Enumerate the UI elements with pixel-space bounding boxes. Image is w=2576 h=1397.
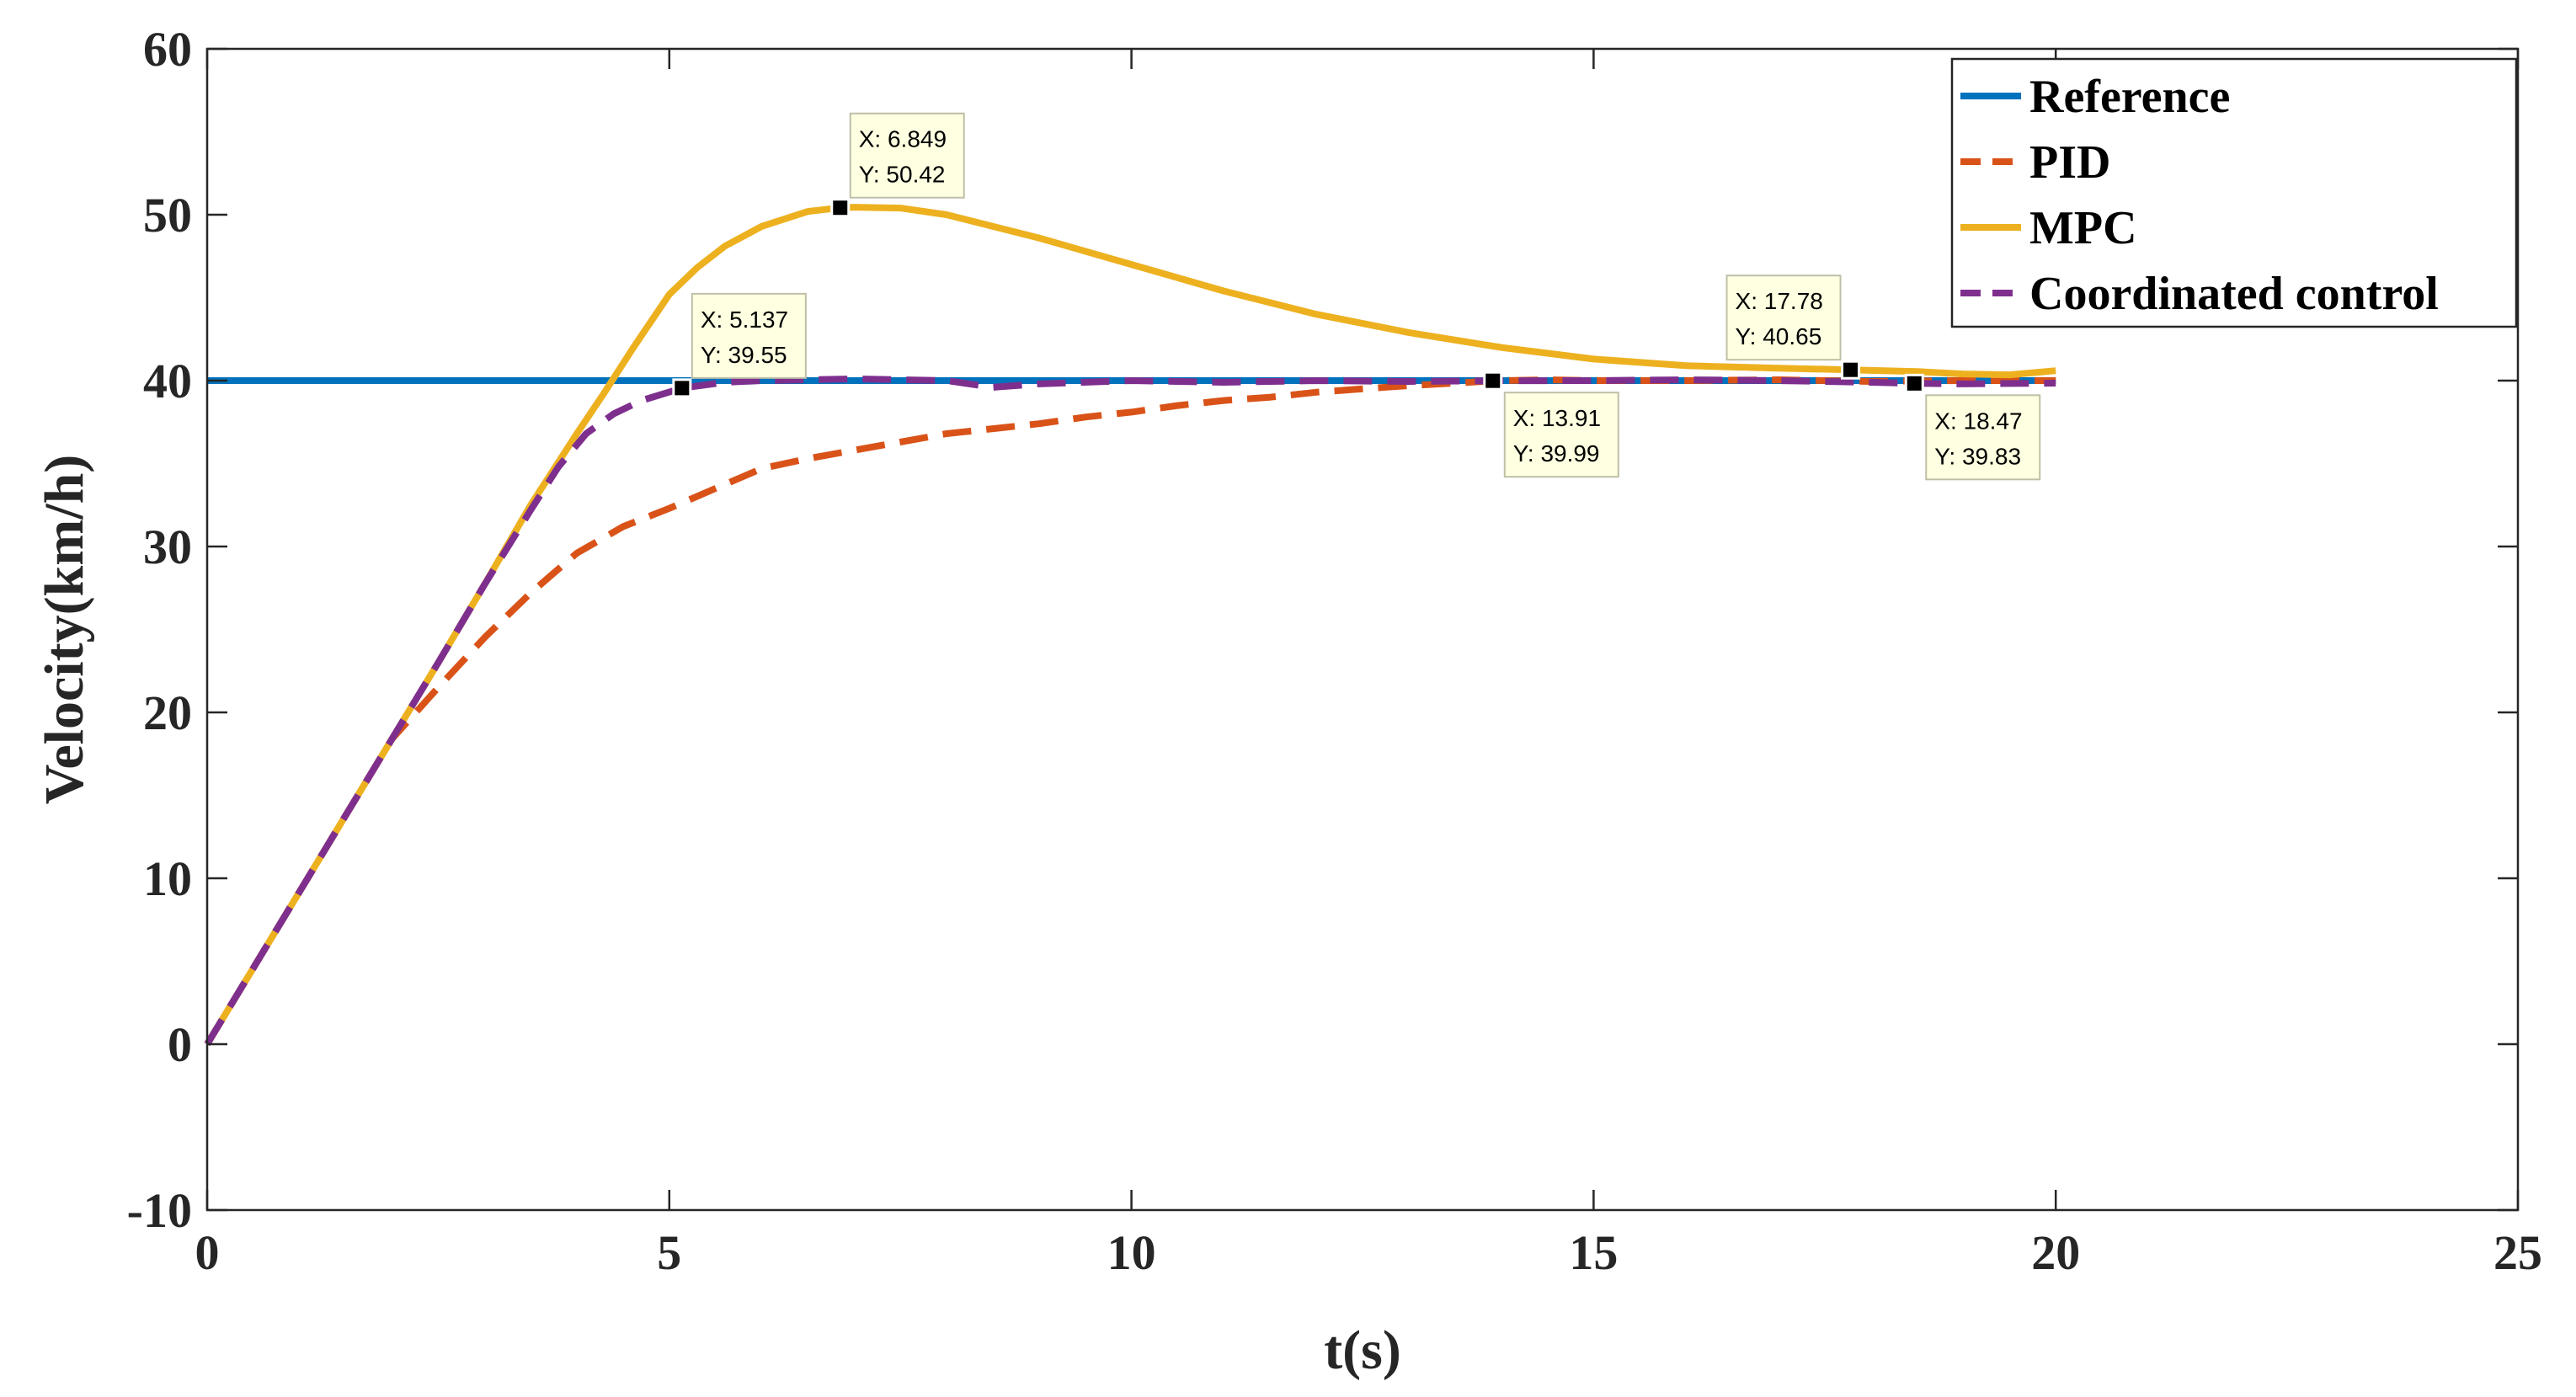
datatip-box — [691, 292, 807, 379]
datatip-y-label: Y: 39.55 — [701, 342, 787, 368]
datatip-x-label: X: 17.78 — [1736, 288, 1823, 314]
datatip[interactable]: X: 13.91 Y: 39.99 — [1483, 371, 1619, 478]
datatip-marker — [1483, 371, 1503, 391]
legend-label: MPC — [2029, 202, 2137, 254]
x-axis-title: t(s) — [1324, 1320, 1401, 1381]
datatip-x-label: X: 6.849 — [859, 126, 947, 152]
x-tick-label: 10 — [1107, 1225, 1156, 1280]
y-tick-label: 40 — [143, 354, 192, 408]
x-tick-label: 20 — [2031, 1225, 2080, 1280]
y-tick-label: 30 — [143, 520, 192, 574]
datatip-marker — [1841, 360, 1861, 380]
legend-box — [1950, 57, 2518, 328]
datatip-y-label: Y: 40.65 — [1736, 323, 1822, 349]
plot-area-frame — [205, 47, 2520, 1212]
datatip-y-label: Y: 39.83 — [1934, 443, 2021, 469]
datatip-x-label: X: 18.47 — [1934, 408, 2022, 434]
y-tick-label: 50 — [143, 188, 192, 243]
y-tick-label: -10 — [127, 1183, 192, 1238]
datatip-x-label: X: 13.91 — [1513, 405, 1601, 431]
datatip-marker — [672, 378, 692, 398]
legend-label: Reference — [2029, 71, 2230, 123]
x-tick-label: 0 — [195, 1225, 220, 1280]
datatip-marker — [830, 198, 851, 218]
legend-label: PID — [2029, 136, 2110, 189]
datatip[interactable]: X: 18.47 Y: 39.83 — [1904, 373, 2041, 481]
x-tick-label: 25 — [2493, 1225, 2542, 1280]
datatip[interactable]: X: 5.137 Y: 39.55 — [672, 292, 807, 398]
y-tick-label: 0 — [168, 1017, 192, 1072]
x-tick-label: 15 — [1569, 1225, 1618, 1280]
legend: Reference PID MPC Coordinated control — [1950, 57, 2518, 328]
datatip-y-label: Y: 50.42 — [859, 162, 946, 188]
y-axis-title: Velocity(km/h) — [34, 455, 95, 805]
datatip-box — [1925, 394, 2041, 481]
y-tick-label: 60 — [143, 22, 192, 77]
datatip-y-label: Y: 39.99 — [1513, 440, 1600, 467]
datatip[interactable]: X: 17.78 Y: 40.65 — [1725, 275, 1861, 380]
datatip-x-label: X: 5.137 — [701, 307, 788, 333]
legend-label: Coordinated control — [2029, 268, 2439, 320]
x-tick-label: 5 — [657, 1225, 681, 1280]
datatip[interactable]: X: 6.849 Y: 50.42 — [830, 112, 965, 218]
datatip-box — [1725, 275, 1842, 361]
datatip-marker — [1904, 373, 1924, 393]
series-line-coordinated-control — [204, 376, 2056, 1047]
y-tick-label: 10 — [143, 851, 192, 906]
datatip-box — [1503, 392, 1619, 478]
datatip-box — [849, 112, 965, 199]
datatips-layer: X: 6.849 Y: 50.42 X: 5.137 Y: 39.55 X: 13.91… — [672, 112, 2041, 481]
series-line-pid — [204, 376, 2056, 1047]
y-tick-label: 20 — [143, 685, 192, 740]
